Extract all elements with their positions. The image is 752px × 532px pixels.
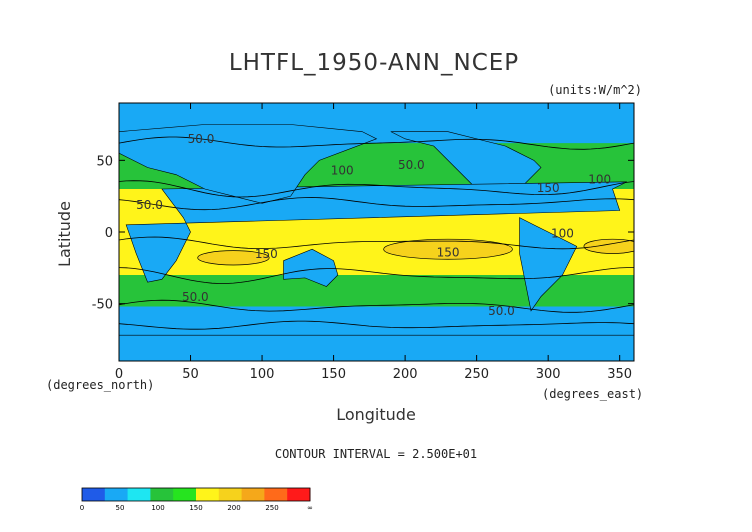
x-tick-label: 350	[607, 367, 632, 382]
contour-label: 150	[437, 245, 460, 259]
continent-south-america	[519, 217, 578, 312]
contour-label: 50.0	[182, 290, 209, 304]
colorbar-label: ∞	[307, 504, 313, 512]
colorbar-label: 150	[189, 504, 202, 512]
chart-title: LHTFL_1950-ANN_NCEP	[229, 50, 519, 76]
contour-line	[119, 267, 634, 284]
colorbar-swatch	[196, 488, 220, 501]
contour-line	[119, 197, 634, 211]
colorbar-swatch	[173, 488, 197, 501]
x-axis-label: Longitude	[336, 405, 416, 424]
x-tick-label: 250	[464, 367, 489, 382]
blob-south-pacific-subtropics	[383, 238, 513, 260]
colorbar-label: 250	[265, 504, 278, 512]
colorbar-label: 0	[80, 504, 84, 512]
contour-label: 50.0	[488, 304, 515, 318]
contour-label: 150	[537, 181, 560, 195]
continent-eurasia	[119, 124, 378, 204]
contour-label: 50.0	[188, 132, 215, 146]
continent-antarctica	[119, 334, 634, 361]
colorbar-swatch	[287, 488, 311, 501]
contour-line	[119, 299, 634, 313]
contour-label: 100	[588, 172, 611, 186]
contour-label: 100	[551, 227, 574, 241]
colorbar-label: 50	[116, 504, 125, 512]
x-unit-label: (degrees_east)	[542, 387, 643, 401]
contour-line	[119, 136, 634, 150]
contour-line	[119, 180, 634, 198]
colorbar: 0 50 100 150 200 250 ∞	[80, 487, 313, 512]
units-label: (units:W/m^2)	[548, 83, 642, 97]
x-tick-label: 50	[182, 367, 199, 382]
colorbar-swatch	[127, 488, 151, 501]
y-tick-label: -50	[92, 298, 113, 313]
x-tick-label: 100	[250, 367, 275, 382]
y-unit-label: (degrees_north)	[46, 378, 154, 392]
contour-interval-text: CONTOUR INTERVAL = 2.500E+01	[275, 447, 477, 461]
y-axis-label: Latitude	[55, 201, 74, 267]
colorbar-label: 200	[227, 504, 240, 512]
contour-line	[119, 236, 634, 250]
colorbar-swatch	[218, 488, 243, 501]
blob-south-indian-subtropics	[197, 250, 270, 266]
y-tick-label: 0	[105, 226, 113, 241]
contour-label: 50.0	[136, 198, 163, 212]
contour-label: 50.0	[398, 158, 425, 172]
colorbar-swatch	[264, 488, 288, 501]
contour-label: 100	[331, 164, 354, 178]
blob-south-atlantic-subtropics	[583, 238, 634, 254]
x-tick-label: 300	[536, 367, 561, 382]
x-tick-label: 0	[115, 367, 123, 382]
continent-australia	[283, 248, 339, 287]
colorbar-swatch	[104, 488, 129, 501]
x-tick-label: 200	[393, 367, 418, 382]
colorbar-frame	[81, 487, 311, 502]
x-tick-label: 150	[321, 367, 346, 382]
colorbar-swatch	[150, 488, 174, 501]
colorbar-label: 100	[151, 504, 164, 512]
contour-line	[119, 320, 634, 330]
map-plot-area: 50.0 50.0 50.0 50.0 50.0 100 100 100 150 150 150 0 5…	[92, 102, 635, 382]
colorbar-swatch	[241, 488, 265, 501]
y-tick-label: 50	[96, 154, 113, 169]
colorbar-swatch	[82, 488, 106, 501]
contour-label: 150	[255, 247, 278, 261]
